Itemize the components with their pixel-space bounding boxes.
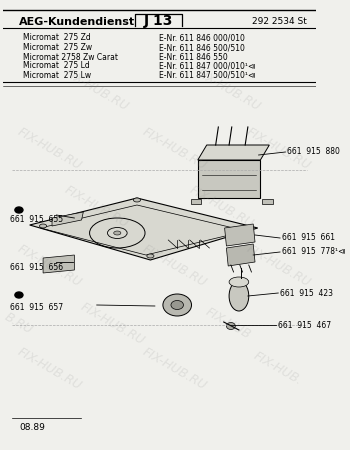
Text: Micromat 2758 Zw Carat: Micromat 2758 Zw Carat — [22, 53, 118, 62]
Ellipse shape — [226, 323, 235, 329]
Text: FIX-HUB.RU: FIX-HUB.RU — [244, 242, 313, 289]
Text: B.RU: B.RU — [2, 311, 35, 337]
Text: FIX-HUB.RU: FIX-HUB.RU — [15, 242, 84, 289]
Text: FIX-HUB.RU: FIX-HUB.RU — [141, 125, 209, 172]
Text: 661  915  880: 661 915 880 — [287, 148, 340, 157]
Text: Micromat  275 Zw: Micromat 275 Zw — [22, 44, 92, 53]
Bar — [191, 199, 201, 204]
Text: 08.89: 08.89 — [19, 423, 45, 432]
Polygon shape — [226, 244, 255, 266]
Text: E-Nr. 611 847 000/010¹⧏: E-Nr. 611 847 000/010¹⧏ — [159, 62, 256, 71]
Text: AEG-Kundendienst: AEG-Kundendienst — [19, 17, 135, 27]
Text: 661  915  655: 661 915 655 — [10, 216, 63, 225]
Polygon shape — [43, 255, 75, 273]
Ellipse shape — [163, 294, 191, 316]
Text: E-Nr. 611 846 500/510: E-Nr. 611 846 500/510 — [159, 44, 245, 53]
Text: FIX-HUB.: FIX-HUB. — [252, 350, 305, 388]
Ellipse shape — [229, 281, 249, 311]
Text: FIX-HUB: FIX-HUB — [203, 306, 253, 342]
Ellipse shape — [114, 231, 121, 235]
Text: FIX-HUB.RU: FIX-HUB.RU — [62, 67, 131, 113]
Text: FIX-HUB.RU: FIX-HUB.RU — [15, 125, 84, 172]
Polygon shape — [225, 224, 255, 246]
Bar — [262, 199, 273, 204]
Text: Micromat  275 Ld: Micromat 275 Ld — [22, 62, 89, 71]
Ellipse shape — [15, 292, 23, 298]
Text: 661  915  661: 661 915 661 — [282, 234, 335, 243]
Text: FIX-HUB.RU: FIX-HUB.RU — [141, 346, 209, 392]
Ellipse shape — [40, 224, 47, 228]
Polygon shape — [30, 198, 258, 260]
Text: J 13: J 13 — [144, 14, 173, 28]
Text: E-Nr. 611 847 500/510¹⧏: E-Nr. 611 847 500/510¹⧏ — [159, 71, 256, 80]
Text: 292 2534 St: 292 2534 St — [252, 17, 307, 26]
Text: 661  915  467: 661 915 467 — [278, 320, 331, 329]
Polygon shape — [198, 145, 269, 160]
Text: E-Nr. 611 846 000/010: E-Nr. 611 846 000/010 — [159, 33, 245, 42]
Ellipse shape — [147, 254, 154, 258]
Text: FIX-HUB.RU: FIX-HUB.RU — [244, 125, 313, 172]
Polygon shape — [52, 212, 83, 226]
Text: 661  915  656: 661 915 656 — [10, 264, 63, 273]
Text: Micromat  275 Lw: Micromat 275 Lw — [22, 71, 91, 80]
Polygon shape — [198, 160, 260, 198]
Text: FIX-HUB.RU: FIX-HUB.RU — [78, 301, 147, 347]
Text: Micromat  275 Zd: Micromat 275 Zd — [22, 33, 90, 42]
Text: FIX-HUB.RU: FIX-HUB.RU — [194, 67, 262, 113]
Ellipse shape — [133, 198, 141, 202]
Text: FIX-HUB.RU: FIX-HUB.RU — [15, 346, 84, 392]
Text: 661  915  657: 661 915 657 — [10, 303, 63, 312]
Text: 661  915  423: 661 915 423 — [280, 288, 333, 297]
Ellipse shape — [229, 277, 249, 287]
Text: FIX-HUB.RU: FIX-HUB.RU — [188, 184, 256, 230]
Ellipse shape — [15, 207, 23, 213]
Text: E-Nr. 611 846 550: E-Nr. 611 846 550 — [159, 53, 228, 62]
Text: 661  915  778¹⧏: 661 915 778¹⧏ — [282, 248, 345, 256]
Ellipse shape — [171, 301, 183, 310]
Text: FIX-HUB.RU: FIX-HUB.RU — [141, 242, 209, 289]
Text: FIX-HUB.RU: FIX-HUB.RU — [62, 184, 131, 230]
Ellipse shape — [241, 227, 248, 231]
